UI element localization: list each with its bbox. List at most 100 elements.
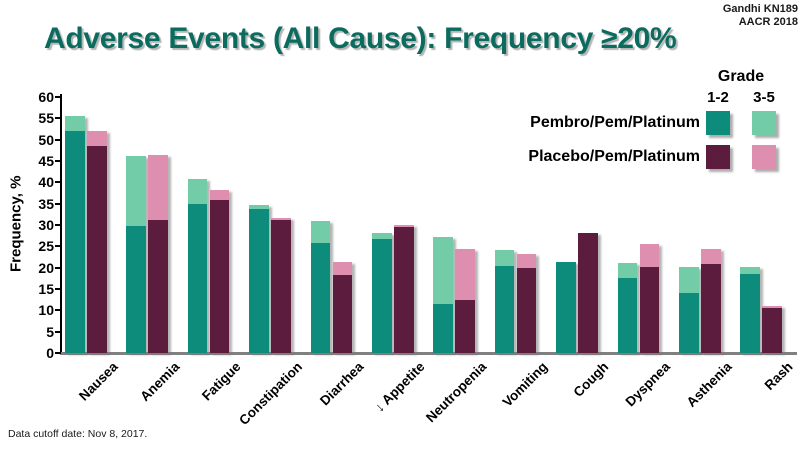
segment-grade-1-2: [639, 266, 660, 353]
segment-grade-1-2: [209, 199, 230, 353]
bar-placebo: [578, 233, 598, 353]
segment-grade-1-2: [740, 274, 760, 353]
segment-grade-1-2: [87, 146, 107, 353]
y-tick-mark: [55, 288, 61, 290]
segment-grade-1-2: [679, 292, 699, 353]
y-tick-label: 25: [38, 238, 54, 255]
y-axis-line: [60, 94, 62, 354]
y-tick-label: 20: [38, 259, 54, 276]
y-tick-label: 0: [46, 345, 54, 361]
y-tick-mark: [55, 224, 61, 226]
segment-grade-1-2: [271, 220, 291, 353]
x-category-label-text: Vomiting: [499, 359, 551, 410]
segment-grade-1-2: [556, 261, 576, 353]
legend-pembro-label: Pembro/Pem/Platinum: [530, 114, 700, 131]
legend-col-grade-1-2: 1-2: [707, 89, 729, 106]
segment-grade-1-2: [310, 243, 331, 353]
segment-grade-1-2: [249, 208, 269, 353]
legend-swatch-placebo-grade-3-5: [752, 145, 776, 169]
x-category-label-text: Anemia: [136, 359, 182, 405]
legend-placebo-label: Placebo/Pem/Platinum: [528, 148, 700, 165]
bar-placebo: [639, 244, 660, 353]
bar-pembro: [433, 236, 453, 353]
bar-placebo: [209, 189, 230, 353]
segment-grade-3-5: [679, 266, 699, 293]
segment-grade-3-5: [249, 204, 269, 209]
segment-grade-3-5: [740, 266, 760, 275]
segment-grade-1-2: [65, 130, 85, 353]
segment-grade-1-2: [494, 265, 515, 353]
y-tick-label: 45: [38, 153, 54, 169]
segment-grade-3-5: [87, 131, 107, 147]
y-tick-label: 50: [38, 131, 54, 148]
y-tick-label: 40: [38, 174, 54, 191]
x-category-label-text: Asthenia: [683, 359, 735, 410]
segment-grade-1-2: [148, 219, 168, 353]
bar-placebo: [394, 224, 414, 353]
segment-grade-3-5: [332, 262, 353, 276]
legend-grade-header: Grade: [717, 68, 765, 85]
x-category-label-text: Rash: [762, 359, 796, 393]
segment-grade-3-5: [310, 221, 331, 244]
segment-grade-3-5: [372, 232, 392, 240]
x-category-label-text: Constipation: [235, 359, 305, 428]
legend-swatch-pembro-grade-3-5: [752, 111, 776, 135]
y-tick-label: 5: [46, 323, 54, 340]
segment-grade-1-2: [617, 278, 638, 353]
segment-grade-1-2: [126, 225, 146, 353]
y-tick-mark: [55, 181, 61, 184]
x-axis-line: [60, 352, 797, 355]
bar-placebo: [516, 253, 537, 353]
bar-pembro: [494, 249, 515, 353]
credit-line-2: AACR 2018: [738, 16, 798, 29]
bar-placebo: [87, 131, 107, 353]
legend-swatch-placebo-grade-1-2: [706, 145, 730, 169]
y-tick-label: 35: [38, 195, 54, 212]
bar-placebo: [148, 154, 168, 353]
bar-placebo: [455, 249, 475, 353]
data-cutoff-note: Data cutoff date: Nov 8, 2017.: [8, 428, 148, 440]
bar-placebo: [762, 305, 782, 353]
segment-grade-1-2: [762, 307, 782, 353]
x-category-label-text: Neutropenia: [422, 359, 489, 426]
y-tick-label: 30: [38, 217, 54, 233]
segment-grade-1-2: [516, 268, 537, 353]
y-tick-mark: [55, 138, 61, 141]
segment-grade-3-5: [65, 115, 85, 131]
segment-grade-3-5: [639, 244, 660, 267]
segment-grade-3-5: [148, 154, 168, 220]
y-tick-label: 15: [38, 281, 54, 297]
y-tick-mark: [55, 309, 61, 312]
bar-pembro: [126, 156, 146, 353]
bar-pembro: [556, 261, 576, 353]
y-tick-mark: [55, 352, 61, 354]
segment-grade-3-5: [762, 305, 782, 308]
y-tick-label: 60: [38, 89, 54, 105]
segment-grade-3-5: [494, 249, 515, 266]
bar-pembro: [617, 262, 638, 353]
x-category-label-text: Cough: [570, 359, 612, 400]
segment-grade-3-5: [701, 249, 721, 264]
x-category-label-text: Fatigue: [198, 359, 244, 404]
segment-grade-1-2: [433, 304, 453, 353]
bar-pembro: [310, 221, 331, 353]
bar-pembro: [740, 266, 760, 353]
x-category-label-text: Dyspnea: [622, 359, 674, 410]
credit: Gandhi KN189 AACR 2018: [723, 3, 798, 29]
segment-grade-1-2: [455, 300, 475, 353]
bar-pembro: [372, 232, 392, 353]
bar-pembro: [187, 179, 208, 353]
segment-grade-1-2: [187, 203, 208, 353]
y-tick-mark: [55, 96, 61, 98]
bar-pembro: [679, 266, 699, 353]
segment-grade-3-5: [271, 218, 291, 221]
y-tick-mark: [55, 202, 61, 205]
y-tick-label: 10: [38, 302, 54, 319]
bar-pembro: [249, 204, 269, 353]
bar-placebo: [271, 218, 291, 353]
legend-swatch-pembro-grade-1-2: [706, 111, 730, 135]
segment-grade-1-2: [701, 263, 721, 353]
y-tick-mark: [55, 266, 61, 269]
segment-grade-3-5: [394, 224, 414, 227]
